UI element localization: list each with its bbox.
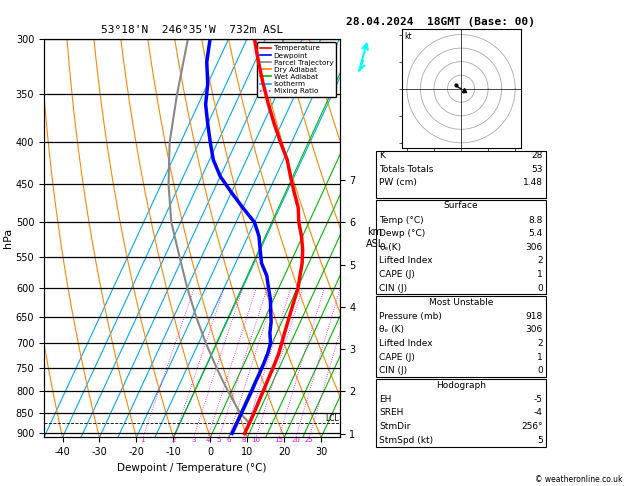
Text: CIN (J): CIN (J): [379, 366, 408, 375]
Text: 5.4: 5.4: [528, 229, 543, 238]
Text: 53: 53: [532, 165, 543, 174]
Text: 10: 10: [252, 437, 260, 443]
Legend: Temperature, Dewpoint, Parcel Trajectory, Dry Adiabat, Wet Adiabat, Isotherm, Mi: Temperature, Dewpoint, Parcel Trajectory…: [257, 42, 336, 97]
Text: -5: -5: [534, 395, 543, 404]
Text: CAPE (J): CAPE (J): [379, 270, 415, 279]
Text: Pressure (mb): Pressure (mb): [379, 312, 442, 321]
Text: CAPE (J): CAPE (J): [379, 353, 415, 362]
Text: 3: 3: [191, 437, 196, 443]
Text: kt: kt: [404, 32, 412, 41]
Text: CIN (J): CIN (J): [379, 284, 408, 293]
Text: θₑ(K): θₑ(K): [379, 243, 401, 252]
Text: 28: 28: [532, 151, 543, 160]
Text: Surface: Surface: [443, 202, 479, 210]
Text: EH: EH: [379, 395, 392, 404]
Text: 20: 20: [291, 437, 300, 443]
Text: Lifted Index: Lifted Index: [379, 257, 433, 265]
Text: 306: 306: [526, 243, 543, 252]
Text: 1: 1: [537, 353, 543, 362]
X-axis label: Dewpoint / Temperature (°C): Dewpoint / Temperature (°C): [117, 463, 267, 473]
Text: K: K: [379, 151, 385, 160]
Text: 306: 306: [526, 326, 543, 334]
Title: 53°18'N  246°35'W  732m ASL: 53°18'N 246°35'W 732m ASL: [101, 25, 283, 35]
Text: 2: 2: [537, 339, 543, 348]
Y-axis label: hPa: hPa: [3, 228, 13, 248]
Text: 8: 8: [242, 437, 246, 443]
Text: 918: 918: [526, 312, 543, 321]
Text: Dewp (°C): Dewp (°C): [379, 229, 426, 238]
Text: 28.04.2024  18GMT (Base: 00): 28.04.2024 18GMT (Base: 00): [346, 17, 535, 27]
Text: 5: 5: [217, 437, 221, 443]
Text: 25: 25: [305, 437, 314, 443]
Text: Hodograph: Hodograph: [436, 381, 486, 390]
Text: 6: 6: [226, 437, 231, 443]
Text: StmDir: StmDir: [379, 422, 411, 431]
Text: 2: 2: [537, 257, 543, 265]
Text: Totals Totals: Totals Totals: [379, 165, 433, 174]
Text: θₑ (K): θₑ (K): [379, 326, 404, 334]
Text: 1.48: 1.48: [523, 178, 543, 188]
Text: 1: 1: [537, 270, 543, 279]
Text: 15: 15: [275, 437, 284, 443]
Text: 256°: 256°: [521, 422, 543, 431]
Text: -4: -4: [534, 409, 543, 417]
Text: 1: 1: [141, 437, 145, 443]
Text: 5: 5: [537, 436, 543, 445]
Text: Lifted Index: Lifted Index: [379, 339, 433, 348]
Y-axis label: km
ASL: km ASL: [366, 227, 384, 249]
Text: © weatheronline.co.uk: © weatheronline.co.uk: [535, 474, 623, 484]
Text: SREH: SREH: [379, 409, 404, 417]
Text: 0: 0: [537, 366, 543, 375]
Text: 2: 2: [172, 437, 176, 443]
Text: PW (cm): PW (cm): [379, 178, 417, 188]
Text: Most Unstable: Most Unstable: [429, 298, 493, 307]
Text: 8.8: 8.8: [528, 216, 543, 225]
Text: LCL: LCL: [325, 414, 338, 423]
Text: StmSpd (kt): StmSpd (kt): [379, 436, 433, 445]
Text: Temp (°C): Temp (°C): [379, 216, 424, 225]
Text: 4: 4: [206, 437, 210, 443]
Text: 0: 0: [537, 284, 543, 293]
